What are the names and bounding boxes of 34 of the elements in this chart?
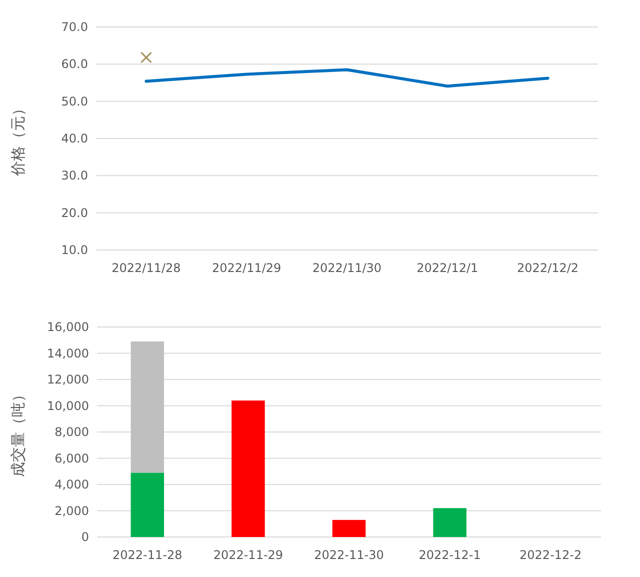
x-tick-label: 2022/12/1 [416,261,478,275]
x-tick-label: 2022-12-2 [520,548,582,562]
x-tick-label: 2022-11-30 [314,548,384,562]
y-tick-label: 40.0 [61,132,88,146]
x-tick-label: 2022/12/2 [517,261,579,275]
bar [232,400,265,537]
y-tick-label: 60.0 [61,57,88,72]
bar [130,341,164,473]
y-tick-label: 2,000 [54,504,89,518]
bar [433,508,466,537]
y-tick-label: 6,000 [54,451,89,466]
bar [332,520,366,537]
x-tick-label: 2022/11/30 [312,261,382,275]
x-tick-label: 2022-11-29 [213,548,284,562]
line-series [144,68,550,88]
y-tick-label: 12,000 [47,372,89,386]
y-tick-label: 10,000 [47,398,89,413]
y-axis-title: 价格（元） [9,101,27,177]
x-tick-label: 2022/11/28 [112,261,181,275]
y-tick-label: 16,000 [47,320,89,334]
y-tick-label: 30.0 [61,168,88,183]
x-tick-label: 2022-11-28 [112,548,182,562]
y-tick-label: 50.0 [61,94,88,108]
y-tick-label: 4,000 [54,478,89,492]
x-tick-label: 2022-12-1 [418,548,481,562]
x-tick-label: 2022/11/29 [212,261,282,275]
y-tick-label: 10.0 [61,243,88,257]
y-tick-label: 70.0 [61,20,88,34]
y-tick-label: 14,000 [47,346,89,360]
bar [130,472,164,537]
y-tick-label: 0 [81,530,89,544]
y-axis-title: 成交量（吨） [9,387,27,477]
y-tick-label: 20.0 [61,206,88,220]
y-tick-label: 8,000 [54,425,89,439]
